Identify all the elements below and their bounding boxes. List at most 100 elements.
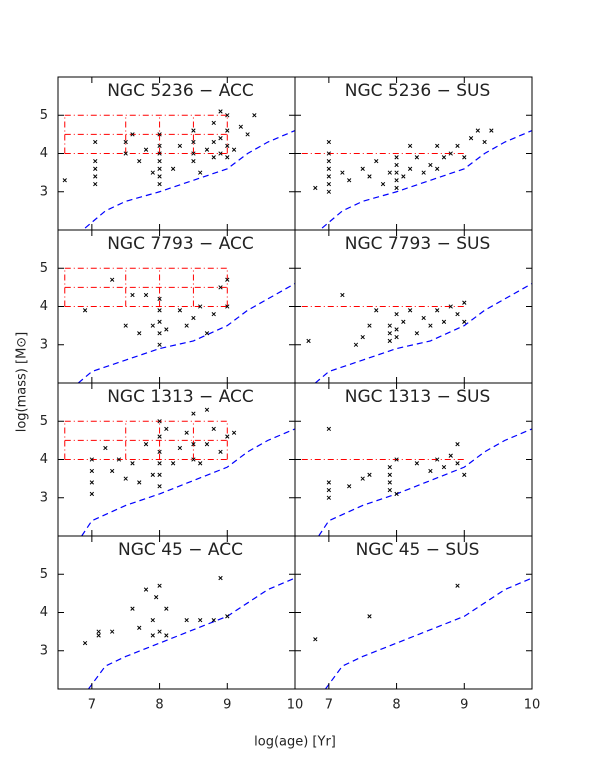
point: [462, 300, 467, 305]
panel-title: NGC 7793 − ACC: [107, 234, 254, 254]
point: [435, 308, 440, 313]
point: [394, 162, 399, 168]
point: [218, 449, 223, 455]
point: [157, 319, 162, 324]
point: [313, 185, 318, 191]
point: [198, 461, 203, 466]
point: [184, 323, 189, 328]
point: [123, 139, 128, 145]
point: [103, 445, 108, 451]
point: [157, 151, 162, 156]
point: [93, 174, 98, 179]
point: [96, 633, 101, 638]
point: [455, 442, 460, 447]
y-tick-label: 5: [40, 261, 48, 276]
plot-area: [64, 267, 295, 383]
panel-title: NGC 5236 − SUS: [345, 81, 491, 101]
point: [157, 308, 162, 313]
point: [157, 166, 162, 171]
point: [130, 606, 135, 611]
point: [164, 606, 169, 611]
limit-curve: [324, 577, 532, 689]
point: [306, 338, 311, 344]
point: [326, 151, 332, 156]
point: [326, 480, 332, 485]
panel: 7 8 9 10 NGC 45 − SUS: [294, 535, 540, 713]
point: [428, 162, 433, 168]
point: [367, 472, 372, 477]
point: [130, 132, 135, 137]
point: [455, 461, 460, 466]
point: [157, 331, 162, 336]
point: [198, 304, 203, 309]
point: [137, 480, 142, 485]
point: [238, 124, 243, 129]
point: [394, 178, 399, 183]
panel: NGC 5236 − SUS: [294, 76, 533, 231]
point: [157, 434, 162, 439]
y-tick-label: 3: [40, 337, 48, 352]
point: [340, 170, 345, 175]
point: [137, 331, 142, 336]
limit-curve: [321, 129, 532, 229]
point: [150, 170, 155, 175]
point: [326, 174, 332, 179]
point: [218, 151, 223, 156]
point: [204, 331, 210, 336]
point: [157, 629, 162, 634]
point: [225, 304, 230, 309]
point: [89, 491, 95, 497]
point: [157, 449, 162, 455]
panel: NGC 1313 − SUS: [294, 382, 533, 537]
point: [204, 147, 210, 152]
point: [110, 468, 115, 474]
y-axis-label: log(mass) [M⊙]: [15, 332, 30, 433]
point: [435, 143, 440, 149]
point: [204, 407, 210, 412]
limit-curve: [84, 129, 295, 229]
point: [353, 342, 359, 347]
point: [164, 426, 169, 432]
point: [123, 476, 128, 481]
point: [93, 158, 98, 164]
point: [150, 633, 155, 638]
y-tick-label: 4: [40, 452, 48, 467]
point: [93, 181, 98, 187]
panel-title: NGC 1313 − ACC: [107, 387, 254, 407]
x-tick-label: 10: [287, 698, 304, 713]
y-tick-label: 5: [40, 567, 48, 582]
point: [394, 155, 399, 160]
point: [367, 614, 372, 619]
point: [435, 166, 440, 171]
point: [157, 143, 162, 149]
point: [130, 292, 135, 298]
point: [150, 323, 155, 328]
point: [157, 132, 162, 137]
point: [225, 277, 230, 282]
point: [211, 426, 216, 432]
point: [407, 166, 413, 171]
point: [394, 170, 399, 175]
point: [89, 480, 95, 485]
point: [394, 334, 399, 340]
point: [407, 143, 413, 149]
point: [455, 143, 460, 149]
point: [170, 166, 176, 171]
point: [231, 147, 237, 152]
point: [184, 430, 189, 435]
point: [225, 113, 230, 118]
point: [130, 461, 135, 466]
point: [482, 139, 487, 145]
point: [414, 331, 420, 336]
point: [387, 331, 392, 336]
point: [157, 583, 162, 588]
point: [89, 468, 95, 474]
point: [225, 155, 230, 160]
point: [367, 323, 372, 328]
y-tick-label: 3: [40, 184, 48, 199]
point: [218, 575, 223, 581]
point: [468, 136, 474, 141]
panel: 3 4 5 NGC 1313 − ACC: [40, 382, 296, 537]
plot-area: [313, 577, 532, 689]
point: [157, 181, 162, 187]
